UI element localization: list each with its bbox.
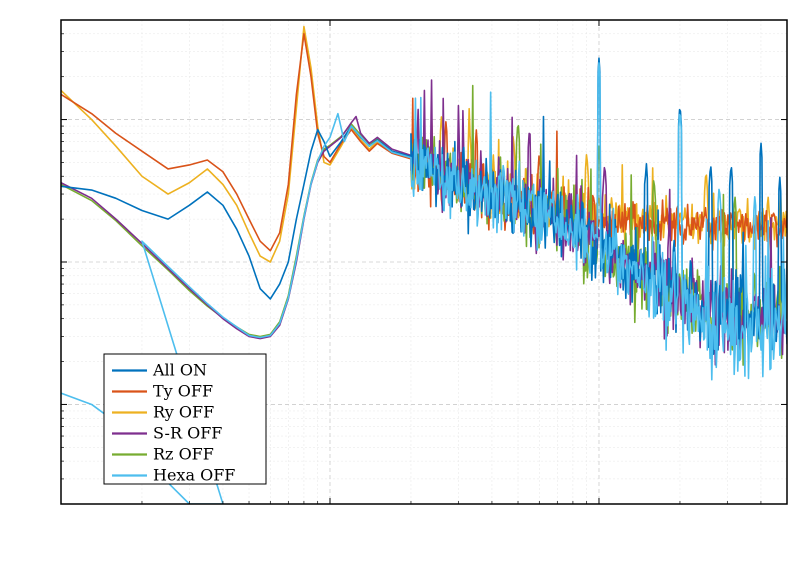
legend-label: Ry OFF <box>153 403 214 422</box>
legend-label: Hexa OFF <box>153 466 235 485</box>
legend-label: Rz OFF <box>153 445 214 464</box>
legend-label: All ON <box>152 361 207 380</box>
legend: All ON Ty OFF Ry OFF S-R OFF Rz OFF Hexa OFF <box>104 354 266 485</box>
spectral-line-chart: All ON Ty OFF Ry OFF S-R OFF Rz OFF Hexa OFF <box>0 0 811 588</box>
legend-label: S-R OFF <box>153 424 222 443</box>
legend-label: Ty OFF <box>153 382 213 401</box>
